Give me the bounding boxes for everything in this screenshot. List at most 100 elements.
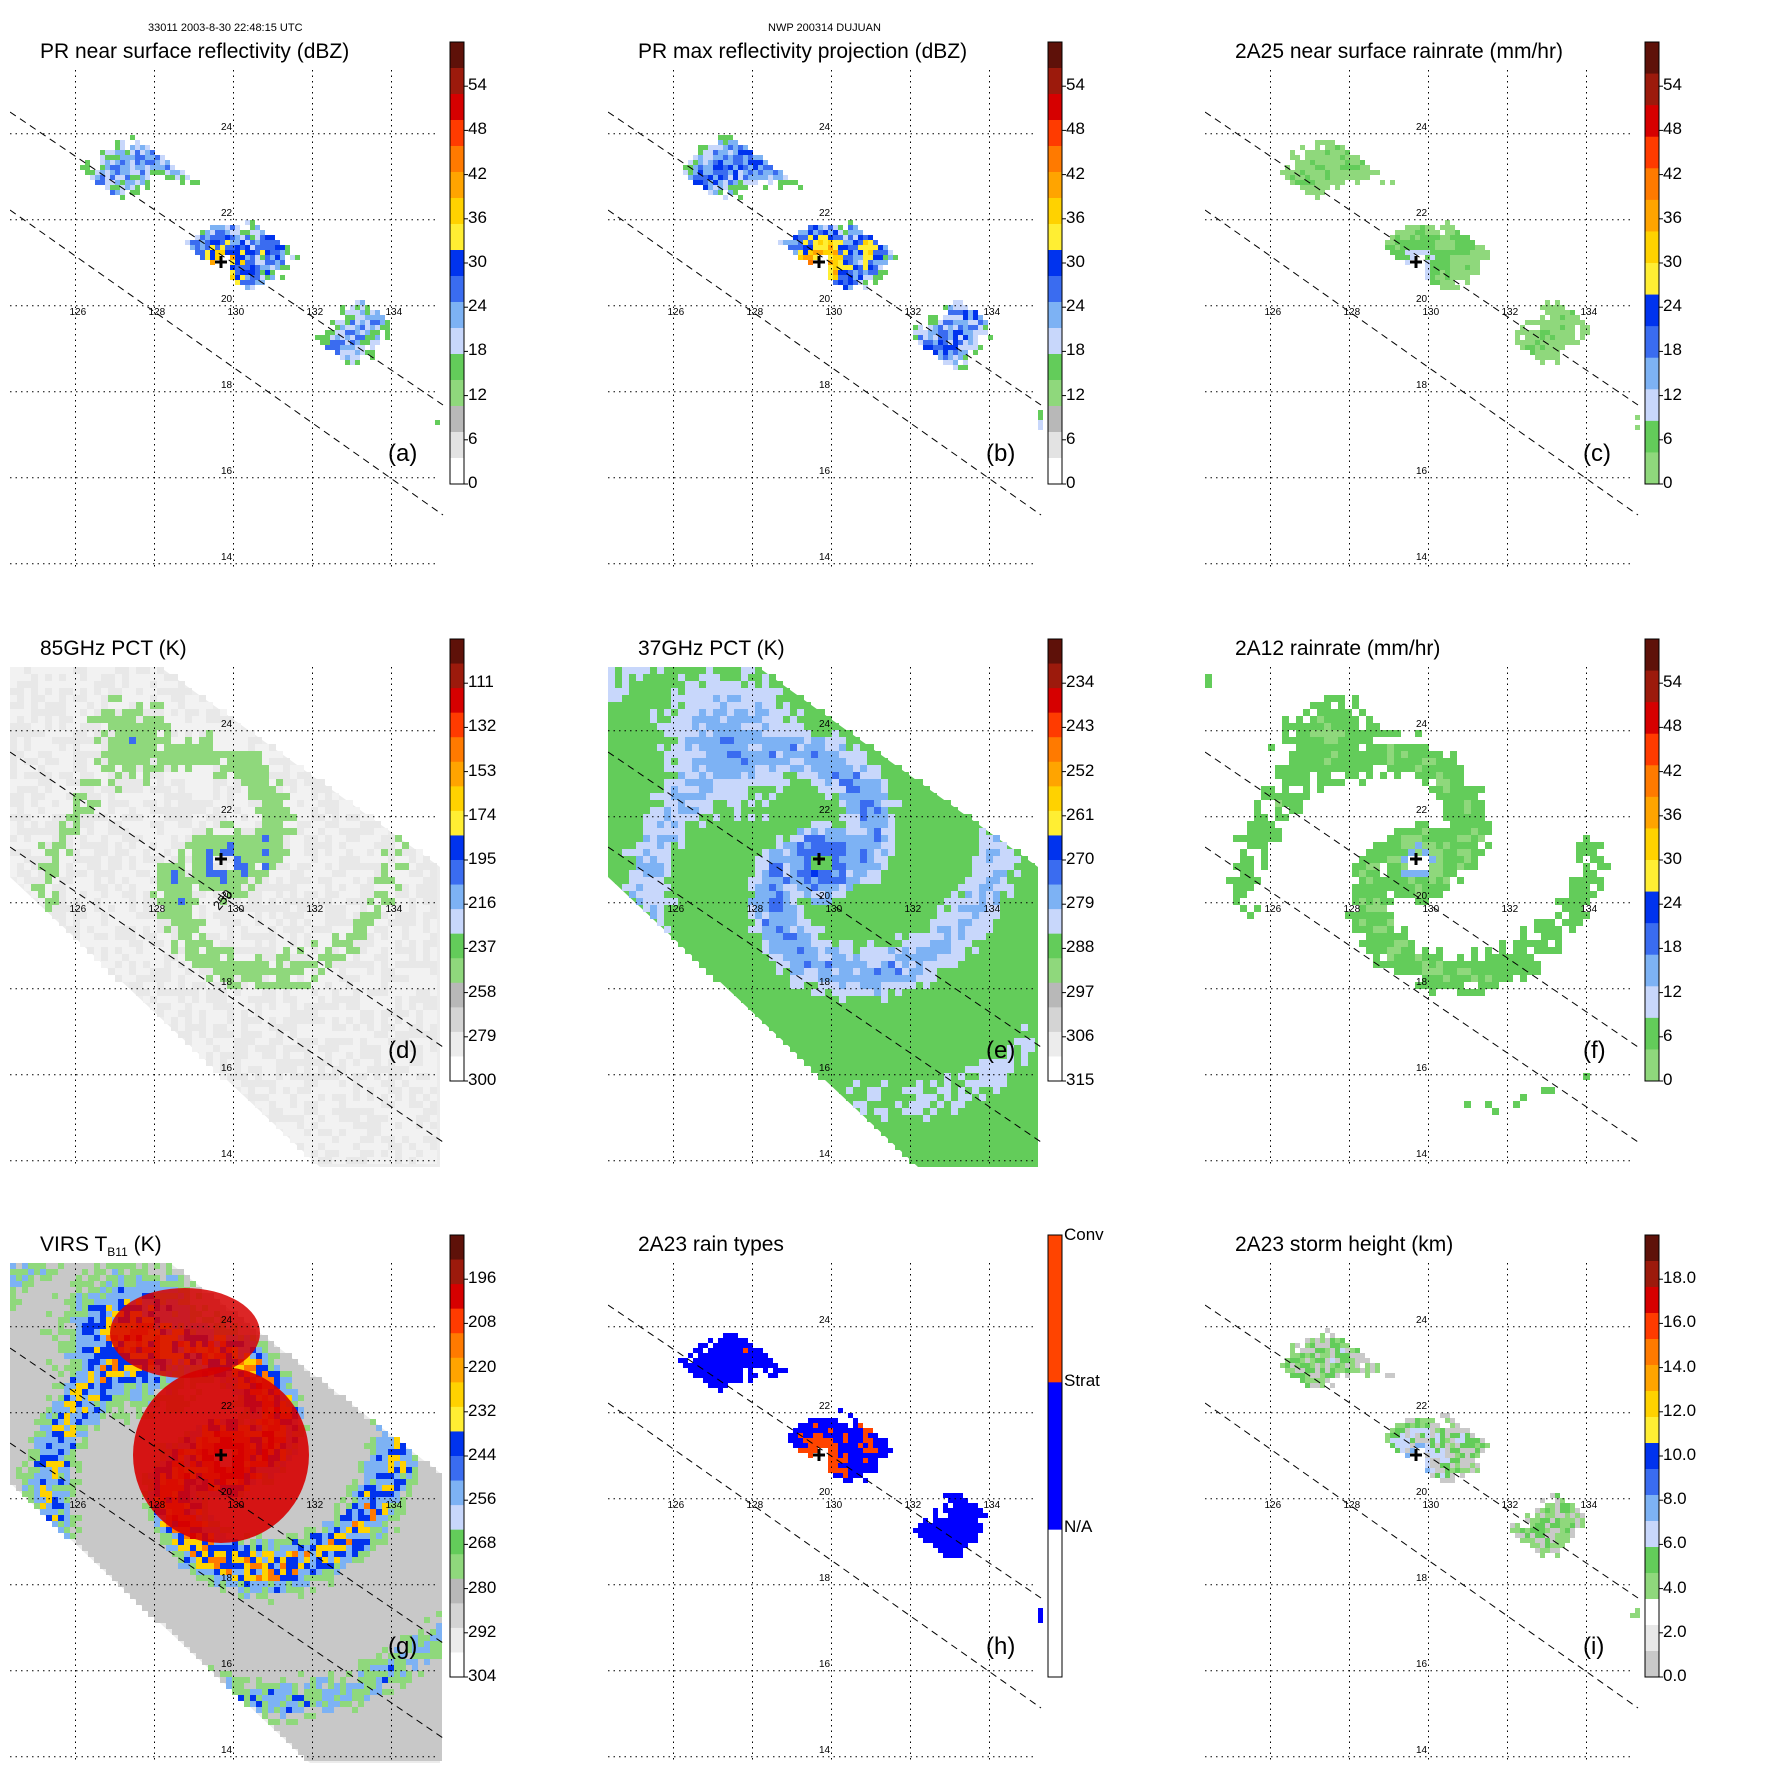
data-cell — [743, 175, 748, 180]
data-cell — [755, 688, 762, 695]
data-cell — [727, 772, 734, 779]
data-cell — [136, 723, 143, 730]
data-cell — [848, 230, 853, 235]
data-cell — [192, 856, 199, 863]
data-cell — [828, 230, 833, 235]
data-cell — [853, 751, 860, 758]
data-cell — [868, 240, 873, 245]
data-cell — [958, 315, 963, 320]
data-cell — [100, 155, 105, 160]
data-cell — [122, 667, 129, 674]
data-cell — [66, 793, 73, 800]
data-cell — [846, 744, 853, 751]
colorbar-tick-label: 6 — [468, 428, 478, 448]
data-cell — [185, 821, 192, 828]
data-cell — [1345, 175, 1350, 180]
colorbar-swatch — [1645, 231, 1659, 264]
data-cell — [325, 989, 332, 996]
data-cell — [1540, 335, 1545, 340]
data-cell — [24, 877, 31, 884]
data-cell — [129, 744, 136, 751]
data-cell — [185, 1038, 192, 1045]
data-cell — [713, 175, 718, 180]
data-cell — [803, 245, 808, 250]
data-cell — [150, 926, 157, 933]
data-cell — [206, 730, 213, 737]
data-cell — [833, 250, 838, 255]
data-cell — [755, 681, 762, 688]
data-cell — [260, 275, 265, 280]
data-cell — [1440, 260, 1445, 265]
data-cell — [1360, 160, 1365, 165]
data-cell — [671, 702, 678, 709]
data-cell — [318, 898, 325, 905]
data-cell — [713, 702, 720, 709]
data-cell — [199, 1010, 206, 1017]
data-cell — [345, 335, 350, 340]
data-cell — [262, 940, 269, 947]
data-cell — [171, 681, 178, 688]
data-cell — [199, 961, 206, 968]
data-cell — [748, 730, 755, 737]
data-cell — [402, 961, 409, 968]
data-cell — [108, 800, 115, 807]
data-cell — [276, 940, 283, 947]
data-cell — [868, 265, 873, 270]
data-cell — [66, 786, 73, 793]
data-cell — [367, 1101, 374, 1108]
data-cell — [17, 814, 24, 821]
latitude-label: 16 — [221, 466, 233, 477]
data-cell — [1325, 150, 1330, 155]
data-cell — [206, 1024, 213, 1031]
data-cell — [52, 821, 59, 828]
data-cell — [776, 723, 783, 730]
colorbar-swatch — [450, 884, 464, 910]
data-cell — [318, 856, 325, 863]
data-cell — [615, 751, 622, 758]
data-cell — [10, 821, 17, 828]
data-cell — [713, 772, 720, 779]
data-cell — [206, 1017, 213, 1024]
data-cell — [185, 891, 192, 898]
data-cell — [776, 702, 783, 709]
data-cell — [622, 681, 629, 688]
data-cell — [423, 954, 430, 961]
data-cell — [416, 982, 423, 989]
data-cell — [220, 884, 227, 891]
data-cell — [192, 919, 199, 926]
data-cell — [843, 285, 848, 290]
data-cell — [311, 996, 318, 1003]
map-plot-d: 126128130132134136242220181614250 — [10, 667, 444, 1167]
data-cell — [276, 835, 283, 842]
colorbar-swatch — [450, 42, 464, 69]
data-cell — [164, 821, 171, 828]
data-cell — [115, 884, 122, 891]
data-cell — [241, 870, 248, 877]
data-cell — [185, 744, 192, 751]
data-cell — [290, 1115, 297, 1122]
data-cell — [1450, 230, 1455, 235]
data-cell — [636, 758, 643, 765]
data-cell — [262, 772, 269, 779]
data-cell — [255, 225, 260, 230]
data-cell — [315, 335, 320, 340]
data-cell — [157, 814, 164, 821]
data-cell — [388, 842, 395, 849]
data-cell — [192, 968, 199, 975]
data-cell — [853, 270, 858, 275]
data-cell — [1400, 245, 1405, 250]
data-cell — [409, 919, 416, 926]
data-cell — [615, 730, 622, 737]
data-cell — [325, 982, 332, 989]
data-cell — [339, 1094, 346, 1101]
data-cell — [171, 835, 178, 842]
data-cell — [52, 695, 59, 702]
data-cell — [178, 961, 185, 968]
data-cell — [367, 1115, 374, 1122]
data-cell — [325, 345, 330, 350]
panel-letter: (d) — [388, 1037, 418, 1064]
data-cell — [848, 245, 853, 250]
data-cell — [94, 842, 101, 849]
data-cell — [136, 807, 143, 814]
data-cell — [953, 355, 958, 360]
